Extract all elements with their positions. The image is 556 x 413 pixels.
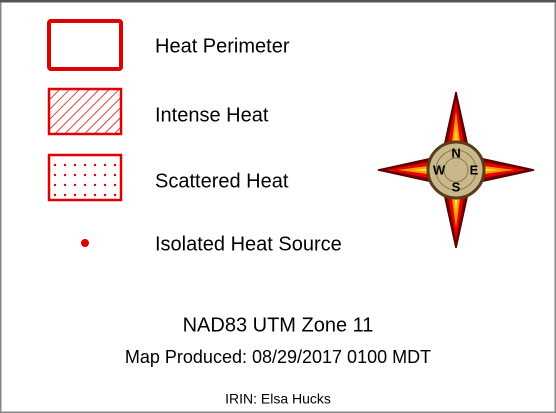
author: IRIN: Elsa Hucks [225, 391, 331, 407]
compass: N E S W [377, 91, 535, 249]
compass-east: E [470, 162, 479, 177]
produced-date: Map Produced: 08/29/2017 0100 MDT [125, 347, 431, 367]
legend-label: Intense Heat [155, 104, 269, 126]
perimeter-swatch [47, 19, 123, 71]
legend-label: Scattered Heat [155, 170, 289, 192]
compass-south: S [452, 179, 461, 194]
legend-label: Heat Perimeter [155, 35, 290, 57]
scattered-swatch [47, 153, 123, 202]
legend-label: Isolated Heat Source [155, 233, 342, 255]
compass-west: W [433, 162, 446, 177]
isolated-swatch [81, 239, 89, 247]
intense-swatch [47, 87, 123, 136]
projection: NAD83 UTM Zone 11 [183, 314, 374, 336]
compass-north: N [451, 145, 460, 160]
